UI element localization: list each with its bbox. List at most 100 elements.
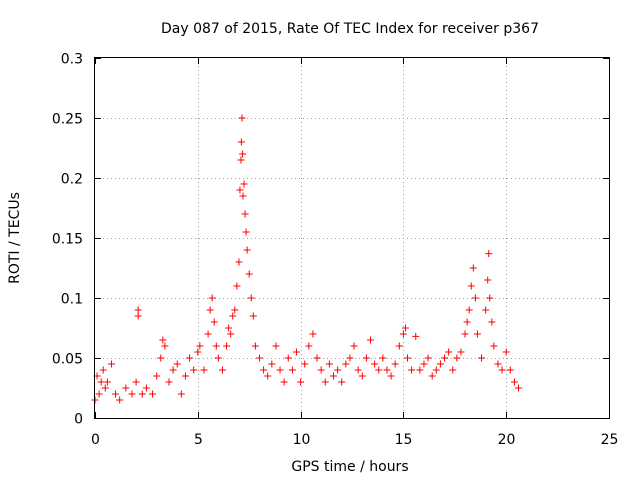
data-point (138, 390, 146, 398)
data-point (325, 360, 333, 368)
chart-title: Day 087 of 2015, Rate Of TEC Index for r… (161, 21, 539, 37)
data-point (350, 342, 358, 350)
data-point (237, 156, 245, 164)
data-point (457, 348, 465, 356)
data-point (200, 366, 208, 374)
data-point (255, 354, 263, 362)
data-point (436, 360, 444, 368)
data-point (280, 378, 288, 386)
data-point (223, 342, 231, 350)
data-point (375, 366, 383, 374)
data-point (288, 366, 296, 374)
data-point (401, 324, 409, 332)
axis-ticks: 0 0.05 0.1 0.15 0.2 0.25 0.3 0 5 10 15 20 25 (52, 52, 619, 449)
data-point (313, 354, 321, 362)
data-point (453, 354, 461, 362)
data-point (249, 312, 257, 320)
data-point (484, 276, 492, 284)
data-point (346, 354, 354, 362)
data-point (463, 318, 471, 326)
data-point (159, 336, 167, 344)
data-point (229, 312, 237, 320)
data-point (486, 294, 494, 302)
data-point (237, 138, 245, 146)
data-point (161, 342, 169, 350)
data-point (233, 282, 241, 290)
y-tick-label: 0.3 (61, 52, 83, 68)
data-point (177, 390, 185, 398)
data-point (251, 342, 259, 350)
data-point (169, 366, 177, 374)
x-axis-label: GPS time / hours (291, 459, 408, 475)
data-point (494, 360, 502, 368)
data-point (383, 366, 391, 374)
data-point (243, 246, 251, 254)
data-point (245, 270, 253, 278)
data-point (420, 360, 428, 368)
data-point (204, 330, 212, 338)
data-point (103, 378, 111, 386)
x-tick-label: 20 (498, 432, 516, 448)
data-point (485, 250, 493, 258)
x-tick-label: 25 (601, 432, 619, 448)
data-point (510, 378, 518, 386)
x-tick-label: 15 (395, 432, 413, 448)
data-point (165, 378, 173, 386)
data-point (206, 306, 214, 314)
data-point (367, 336, 375, 344)
data-point (399, 330, 407, 338)
data-point (132, 378, 140, 386)
data-point (498, 366, 506, 374)
data-point (284, 354, 292, 362)
data-point (236, 186, 244, 194)
data-point (239, 192, 247, 200)
y-tick-label: 0.15 (52, 232, 83, 248)
data-point (186, 354, 194, 362)
data-point (227, 330, 235, 338)
data-point (142, 384, 150, 392)
data-point (309, 330, 317, 338)
data-point (424, 354, 432, 362)
data-point (338, 378, 346, 386)
data-point (247, 294, 255, 302)
data-point (469, 264, 477, 272)
data-point (128, 390, 136, 398)
data-point (490, 342, 498, 350)
y-tick-label: 0.05 (52, 352, 83, 368)
data-point (441, 354, 449, 362)
data-point (301, 360, 309, 368)
data-point (515, 384, 523, 392)
data-point (149, 390, 157, 398)
data-point (264, 372, 272, 380)
data-point (116, 396, 124, 404)
data-point (260, 366, 268, 374)
data-point (467, 282, 475, 290)
data-point (107, 360, 115, 368)
x-tick-label: 5 (194, 432, 203, 448)
data-point (362, 354, 370, 362)
data-point (241, 210, 249, 218)
data-point (461, 330, 469, 338)
data-point (134, 306, 142, 314)
data-points (91, 114, 523, 404)
data-point (473, 330, 481, 338)
data-point (408, 366, 416, 374)
data-point (321, 378, 329, 386)
data-point (225, 324, 233, 332)
data-point (297, 378, 305, 386)
data-point (181, 372, 189, 380)
data-point (190, 366, 198, 374)
data-point (101, 384, 109, 392)
data-point (238, 114, 246, 122)
x-tick-label: 0 (91, 432, 100, 448)
data-point (122, 384, 130, 392)
y-tick-label: 0.25 (52, 112, 83, 128)
data-point (428, 372, 436, 380)
data-point (395, 342, 403, 350)
data-point (218, 366, 226, 374)
data-point (317, 366, 325, 374)
data-point (134, 312, 142, 320)
data-point (478, 354, 486, 362)
data-point (194, 348, 202, 356)
